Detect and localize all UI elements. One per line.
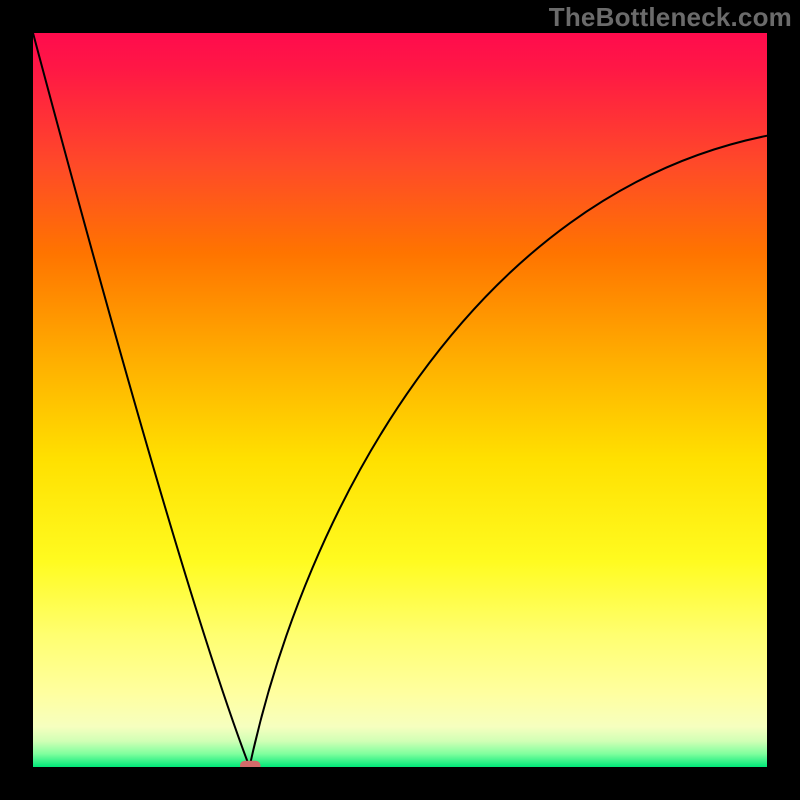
watermark-text: TheBottleneck.com [549, 2, 792, 33]
chart-background [33, 33, 767, 767]
sweet-spot-marker [240, 761, 261, 767]
bottleneck-curve-chart [33, 33, 767, 767]
chart-container: TheBottleneck.com [0, 0, 800, 800]
